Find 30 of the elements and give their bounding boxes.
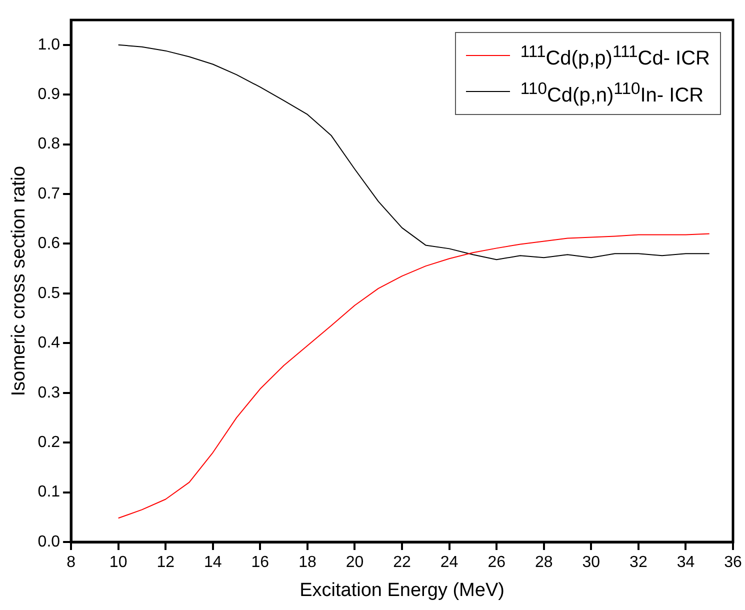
y-tick-label: 0.1 (38, 484, 60, 501)
y-axis-title: Isomeric cross section ratio (8, 166, 30, 396)
x-tick-label: 30 (582, 554, 600, 572)
x-tick-label: 16 (251, 554, 270, 572)
x-tick-label: 12 (156, 554, 175, 572)
x-tick-label: 20 (346, 554, 364, 572)
y-tick-label: 1.0 (38, 36, 60, 54)
y-tick-label: 0.7 (38, 185, 60, 202)
y-tick-label: 0.0 (38, 533, 60, 550)
y-tick-label: 0.5 (38, 284, 60, 302)
x-tick-label: 28 (534, 554, 553, 572)
x-tick-label: 36 (724, 554, 742, 572)
x-tick-label: 24 (440, 554, 458, 572)
legend-label: $^{111}$Cd(p,p)$^{111}$Cd- ICR (520, 41, 710, 72)
y-tick-label: 0.8 (38, 136, 60, 153)
x-tick-label: 18 (298, 554, 316, 572)
y-tick-label: 0.4 (38, 334, 60, 352)
x-tick-label: 34 (676, 554, 695, 572)
x-tick-label: 32 (630, 554, 648, 572)
x-axis-title: Excitation Energy (MeV) (300, 580, 504, 601)
y-tick-label: 0.6 (38, 235, 60, 252)
y-tick-label: 0.2 (38, 434, 60, 451)
legend-label: $^{110}$Cd(p,n)$^{110}$In- ICR (520, 78, 704, 108)
x-tick-label: 26 (488, 554, 506, 572)
x-tick-label: 14 (204, 554, 222, 572)
x-tick-label: 8 (66, 554, 76, 572)
y-tick-label: 0.3 (38, 384, 60, 402)
y-tick-label: 0.9 (38, 86, 60, 103)
x-tick-label: 22 (393, 554, 412, 572)
x-tick-label: 10 (109, 554, 128, 572)
